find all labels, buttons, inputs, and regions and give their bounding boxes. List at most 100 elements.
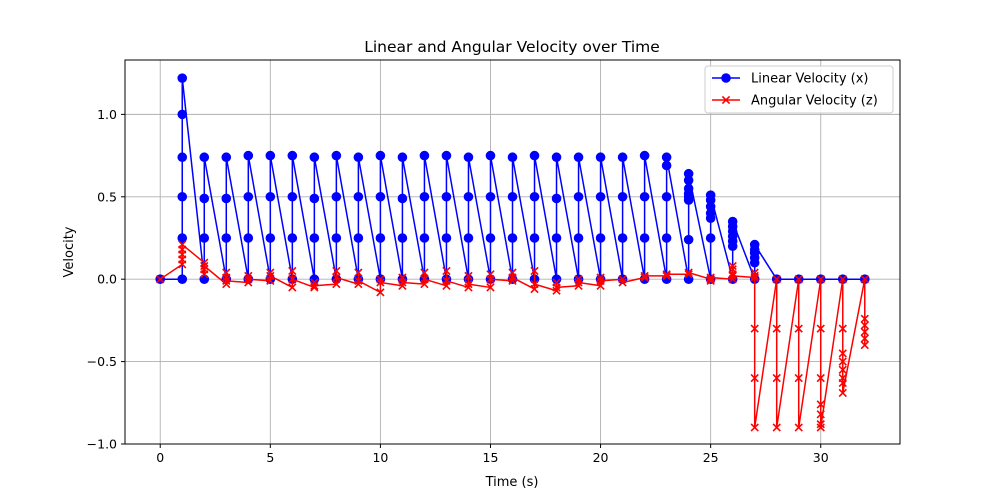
data-point [661, 191, 672, 202]
data-point [507, 191, 518, 202]
data-point [816, 324, 825, 333]
data-point [595, 233, 606, 243]
legend-marker [721, 95, 731, 105]
data-point [309, 233, 320, 243]
series-angular-velocity [156, 240, 869, 432]
data-point [265, 191, 276, 202]
data-point [750, 373, 759, 383]
data-point [662, 270, 671, 279]
data-point [287, 233, 298, 243]
data-point [728, 261, 737, 271]
data-point [221, 152, 232, 163]
data-point [750, 324, 759, 333]
legend-box [704, 65, 894, 114]
data-point [816, 400, 825, 409]
data-point [574, 278, 583, 287]
data-point [375, 233, 386, 243]
data-point [595, 152, 606, 163]
data-point [684, 270, 693, 279]
data-point [838, 349, 847, 358]
data-point [199, 193, 210, 204]
data-point [838, 275, 847, 284]
data-point [573, 191, 584, 202]
data-point [331, 233, 342, 243]
data-point [420, 275, 429, 284]
data-point [376, 278, 385, 287]
axis-ticks: 0 5 10 15 20 25 30 −1.0 −0.5 0.0 0.5 1.0 [87, 107, 829, 465]
data-point [573, 152, 584, 163]
data-point [617, 152, 628, 163]
data-point [309, 152, 320, 163]
data-point [441, 233, 452, 243]
legend-marker [721, 73, 731, 83]
data-point [683, 183, 694, 194]
data-point [551, 233, 562, 243]
legend: Linear Velocity (x) Angular Velocity (z) [704, 65, 894, 114]
data-point [860, 334, 869, 343]
data-point [463, 233, 474, 243]
data-point [177, 274, 188, 284]
data-point [441, 150, 452, 161]
data-point [353, 233, 364, 243]
data-point [375, 150, 386, 161]
data-point [485, 150, 496, 161]
x-tick-label: 30 [813, 450, 829, 465]
data-point [595, 191, 606, 202]
data-point [309, 193, 320, 204]
data-point [376, 288, 385, 297]
data-point [683, 168, 694, 179]
data-point [332, 266, 341, 276]
data-point [750, 423, 759, 432]
data-point [265, 150, 276, 161]
data-point [705, 190, 716, 200]
y-tick-label: 0.5 [97, 189, 117, 204]
data-point [661, 152, 672, 163]
data-point [485, 233, 496, 243]
data-point [199, 233, 210, 243]
data-point [573, 233, 584, 243]
data-point [486, 275, 495, 284]
data-point [222, 276, 231, 286]
data-point [464, 279, 473, 289]
x-axis-label: Time (s) [485, 475, 539, 490]
data-point [816, 275, 825, 284]
data-point [332, 279, 341, 289]
data-point [419, 233, 430, 243]
data-point [860, 275, 869, 284]
data-point [507, 233, 518, 243]
data-point [332, 273, 341, 282]
data-point [486, 283, 495, 292]
data-point [838, 357, 847, 366]
data-point [661, 233, 672, 243]
data-point [243, 233, 254, 243]
data-point [353, 191, 364, 202]
legend-label: Angular Velocity (z) [751, 94, 878, 109]
data-point [354, 268, 363, 277]
data-point [860, 314, 869, 323]
data-point [397, 233, 408, 243]
data-point [706, 276, 715, 286]
data-point [596, 276, 605, 286]
data-point [639, 191, 650, 202]
data-point [529, 191, 540, 202]
data-point [706, 273, 715, 282]
data-point [794, 324, 803, 333]
data-point [728, 265, 737, 274]
data-point [331, 191, 342, 202]
series-layer [155, 73, 870, 432]
data-point [816, 410, 825, 419]
data-point [177, 233, 188, 243]
data-point [331, 150, 342, 161]
data-point [310, 278, 319, 287]
data-point [838, 365, 847, 375]
data-point [508, 276, 517, 286]
data-point [310, 281, 319, 290]
data-point [243, 150, 254, 161]
data-point [684, 268, 693, 277]
x-tick-label: 10 [372, 450, 388, 465]
data-point [244, 278, 253, 287]
data-point [529, 150, 540, 161]
data-point [353, 152, 364, 163]
data-point [265, 233, 276, 243]
